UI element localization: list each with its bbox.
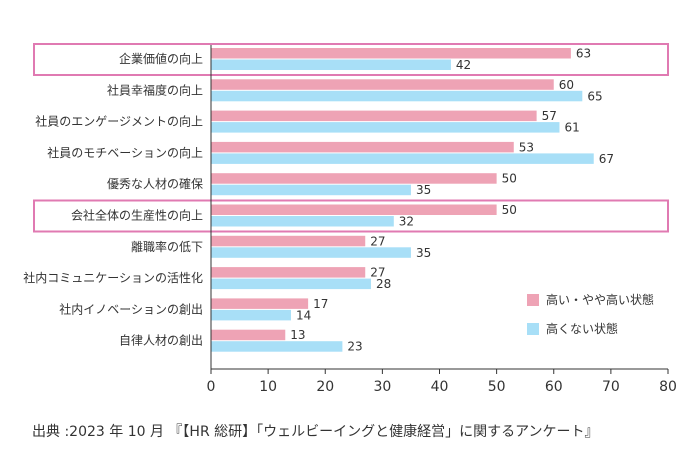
value-label: 50 [502,203,517,217]
bar [211,153,594,164]
category-label: 離職率の低下 [131,239,203,254]
source-note: 出典 :2023 年 10 月 『【HR 総研】「ウェルビーイングと健康経営」に… [32,424,599,440]
legend-label-not-high: 高くない状態 [546,322,619,336]
bar [211,341,343,352]
category-label: 社員のエンゲージメントの向上 [35,114,203,129]
x-tick-label: 50 [488,379,506,395]
value-label: 27 [370,266,385,280]
x-tick-label: 40 [431,379,449,395]
value-label: 27 [370,234,385,248]
category-label: 社員幸福度の向上 [107,82,203,97]
category-label: 社員のモチベーションの向上 [47,145,203,160]
value-label: 23 [347,340,362,354]
legend-item-high: 高い・やや高い状態 [527,291,654,308]
bar [211,59,451,70]
legend-swatch-not-high [527,322,539,335]
category-label: 社内コミュニケーションの活性化 [23,270,203,285]
value-label: 57 [542,109,557,123]
value-label: 67 [599,152,614,166]
x-tick-label: 60 [545,379,563,395]
bar [211,309,291,321]
x-tick-label: 30 [373,379,391,395]
bar [211,79,554,90]
category-label: 社内イノベーションの創出 [59,301,203,316]
legend-swatch-high [527,293,539,306]
x-tick-label: 70 [602,379,620,395]
category-label: 優秀な人材の確保 [107,176,203,191]
bar [211,247,411,258]
value-label: 61 [564,121,579,135]
x-axis: 0 10 20 30 40 50 60 70 80 [207,45,677,395]
highlight-box [33,199,669,233]
bar [211,204,497,215]
bar [211,141,514,153]
value-label: 35 [416,246,431,260]
bar [211,329,286,341]
value-label: 60 [559,78,574,92]
legend: 高い・やや高い状態 高くない状態 [527,291,654,349]
bar [211,173,497,184]
value-label: 65 [587,89,602,103]
highlight-box [33,43,669,76]
category-label: 企業価値の向上 [119,51,203,66]
legend-item-not-high: 高くない状態 [527,320,654,337]
bar [211,235,366,247]
x-tick-label: 20 [316,379,334,395]
bar [211,298,309,309]
value-label: 13 [290,328,305,342]
category-labels: 企業価値の向上社員幸福度の向上社員のエンゲージメントの向上社員のモチベーションの… [23,51,203,348]
value-label: 63 [576,47,591,61]
value-label: 50 [502,172,517,186]
value-label: 17 [313,297,328,311]
x-tick-label: 80 [659,379,677,395]
bar [211,48,571,59]
x-tick-label: 0 [207,379,216,395]
bar [211,278,371,290]
bar [211,90,583,102]
category-label: 会社全体の生産性の向上 [71,208,203,223]
bar [211,267,366,278]
bar [211,184,411,196]
bars [211,48,594,352]
legend-label-high: 高い・やや高い状態 [546,293,655,307]
value-label: 53 [519,140,534,154]
category-label: 自律人材の創出 [119,334,203,348]
highlight-boxes [33,43,669,233]
x-tick-label: 10 [259,379,277,395]
value-label: 14 [296,308,311,322]
value-label: 35 [416,183,431,197]
value-label: 28 [376,277,391,291]
value-label: 32 [399,215,414,229]
value-label: 42 [456,58,471,72]
bar [211,110,537,122]
bar [211,216,394,227]
bar [211,122,560,133]
